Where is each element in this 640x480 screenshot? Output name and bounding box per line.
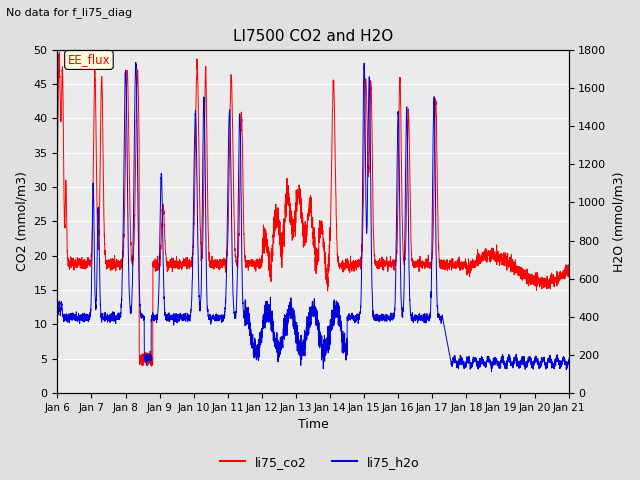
Title: LI7500 CO2 and H2O: LI7500 CO2 and H2O [233,29,393,44]
Text: No data for f_li75_diag: No data for f_li75_diag [6,7,132,18]
Legend: li75_co2, li75_h2o: li75_co2, li75_h2o [215,451,425,474]
Text: EE_flux: EE_flux [68,53,110,66]
Y-axis label: H2O (mmol/m3): H2O (mmol/m3) [612,171,625,272]
Y-axis label: CO2 (mmol/m3): CO2 (mmol/m3) [15,171,28,271]
X-axis label: Time: Time [298,419,328,432]
